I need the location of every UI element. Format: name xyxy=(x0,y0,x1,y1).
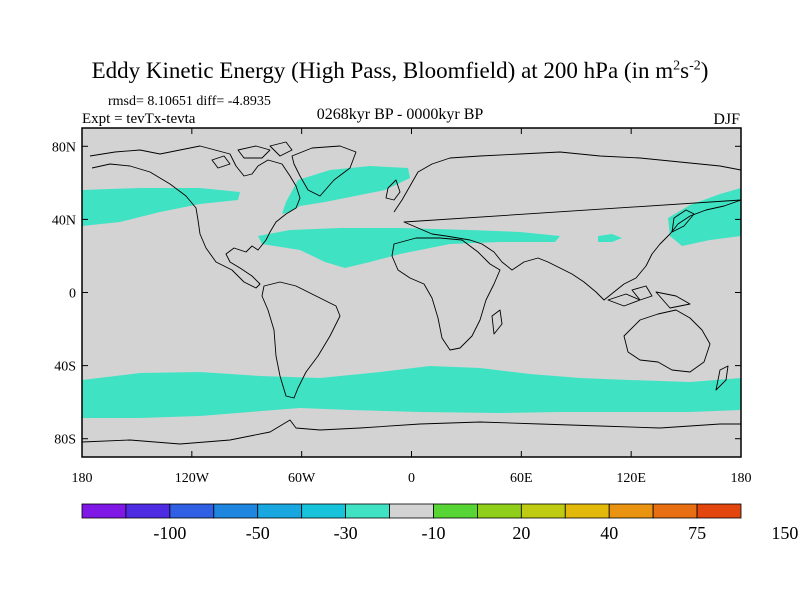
colorbar-box xyxy=(652,503,698,519)
colorbar-box xyxy=(301,503,346,519)
coastline-europe-asia xyxy=(393,151,741,301)
coastline-japan xyxy=(671,209,695,233)
colorbar-box xyxy=(564,503,610,519)
season-label: DJF xyxy=(713,111,740,128)
coastline-australia xyxy=(623,309,711,373)
colorbar-box xyxy=(389,503,434,519)
coastline-maritime-continent xyxy=(607,285,691,309)
colorbar: -100 -50 -30 -10 20 40 75 150 xyxy=(81,503,798,543)
colorbar-label: -30 xyxy=(334,523,358,543)
map-title: Eddy Kinetic Energy (High Pass, Bloomfie… xyxy=(91,58,709,83)
colorbar-box xyxy=(213,503,259,519)
anomaly-band-north-pacific-east xyxy=(82,188,240,226)
coastline-arctic-islands xyxy=(211,141,293,169)
colorbar-box xyxy=(433,503,478,519)
coastline-antarctica xyxy=(82,419,741,445)
coastline-greenland xyxy=(291,145,357,197)
lon-tick-label: 60E xyxy=(510,471,533,486)
colorbar-box xyxy=(257,503,303,519)
colorbar-box xyxy=(345,503,390,519)
colorbar-label: 20 xyxy=(512,523,530,543)
anomaly-field xyxy=(82,166,741,418)
colorbar-label: 40 xyxy=(600,523,618,543)
anomaly-patch-asia xyxy=(598,234,622,242)
colorbar-label: -10 xyxy=(421,523,445,543)
lat-tick-label: 40S xyxy=(54,360,76,375)
longitude-axis: 180 120W 60W 0 60E 120E 180 xyxy=(72,128,752,486)
period-label: 0268kyr BP - 0000kyr BP xyxy=(316,106,484,123)
colorbar-box xyxy=(696,503,742,519)
colorbar-box xyxy=(81,503,127,519)
colorbar-box xyxy=(169,503,215,519)
lon-tick-label: 120E xyxy=(616,471,646,486)
lon-tick-label: 180 xyxy=(731,471,752,486)
lon-tick-label: 180 xyxy=(72,471,93,486)
lon-tick-label: 60W xyxy=(288,471,316,486)
colorbar-box xyxy=(608,503,654,519)
coastline-new-zealand xyxy=(715,365,729,391)
stats-text: rmsd= 8.10651 diff= -4.8935 xyxy=(108,94,271,109)
coastline-south-america xyxy=(261,281,341,399)
colorbar-box xyxy=(125,503,171,519)
colorbar-box xyxy=(520,503,566,519)
lon-tick-label: 0 xyxy=(408,471,415,486)
colorbar-label: -50 xyxy=(246,523,270,543)
anomaly-band-subtropical-jet xyxy=(258,228,560,268)
anomaly-band-north-pacific-west xyxy=(668,188,741,246)
anomaly-band-north-atlantic xyxy=(282,166,410,214)
coastlines xyxy=(82,141,741,445)
coastline-madagascar xyxy=(491,309,503,335)
experiment-label: Expt = tevTx-tevta xyxy=(82,111,196,127)
lat-tick-label: 0 xyxy=(69,287,76,302)
colorbar-label: 75 xyxy=(688,523,706,543)
lon-tick-label: 120W xyxy=(175,471,210,486)
lat-tick-label: 80N xyxy=(52,140,76,155)
latitude-axis: 80N 40N 0 40S 80S xyxy=(52,140,741,448)
lat-tick-label: 40N xyxy=(52,213,76,228)
colorbar-label: -100 xyxy=(153,523,186,543)
colorbar-label: 150 xyxy=(771,523,798,543)
anomaly-band-southern-ocean xyxy=(82,366,741,418)
lat-tick-label: 80S xyxy=(54,433,76,448)
coastline-north-america xyxy=(89,145,301,289)
coastline-britain xyxy=(385,179,401,201)
colorbar-box xyxy=(476,503,522,519)
coastline-africa xyxy=(391,237,501,351)
